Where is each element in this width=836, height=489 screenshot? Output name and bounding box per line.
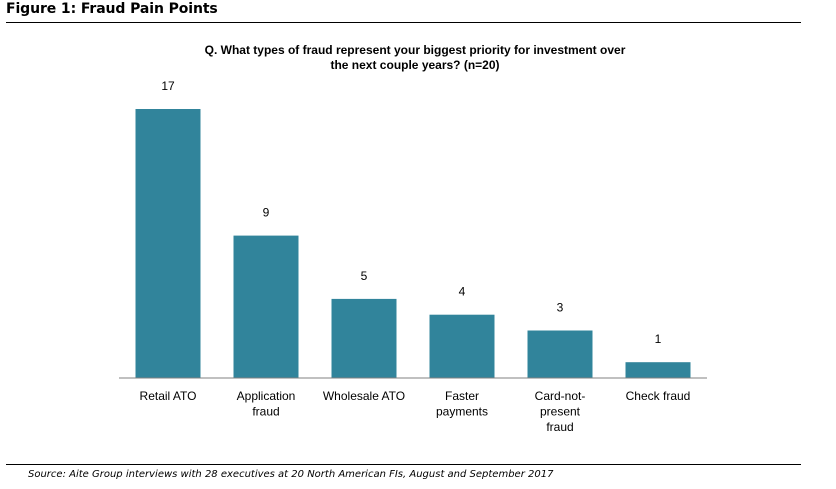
bar [331,298,397,378]
bar [429,314,495,378]
chart-title-line-1: Q. What types of fraud represent your bi… [204,43,626,57]
data-label: 9 [263,206,270,220]
top-divider [6,22,801,23]
data-label: 1 [655,332,662,346]
data-label: 3 [557,301,564,315]
category-label: Wholesale ATO [323,389,405,403]
chart-title-line-2: the next couple years? (n=20) [330,58,500,72]
bottom-divider [6,464,801,465]
category-label: Application fraud [237,389,296,419]
chart-title: Q. What types of fraud represent your bi… [120,43,710,73]
bar [625,362,691,378]
data-label: 4 [459,285,466,299]
category-label: Card-not-present fraud [535,389,586,434]
bar [135,109,201,378]
data-label: 17 [161,79,175,93]
category-label: Check fraud [626,389,691,403]
category-label: Retail ATO [140,389,197,403]
bar [527,330,593,378]
category-label: Faster payments [436,389,488,419]
data-label: 5 [361,269,368,283]
figure-title: Figure 1: Fraud Pain Points [6,1,218,17]
bar [233,235,299,378]
source-note: Source: Aite Group interviews with 28 ex… [28,469,554,480]
